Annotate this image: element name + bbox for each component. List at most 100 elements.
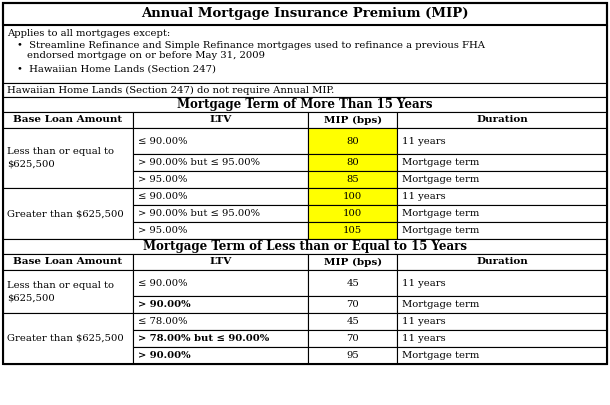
Bar xyxy=(397,188,607,205)
Text: 70: 70 xyxy=(346,300,359,309)
Bar xyxy=(3,3,607,364)
Text: Mortgage term: Mortgage term xyxy=(403,351,480,360)
Bar xyxy=(308,330,397,347)
Bar xyxy=(308,112,397,128)
Text: 70: 70 xyxy=(346,334,359,343)
Bar xyxy=(3,254,133,270)
Bar xyxy=(308,222,397,239)
Text: > 90.00%: > 90.00% xyxy=(138,300,190,309)
Bar xyxy=(308,270,397,296)
Bar xyxy=(308,171,397,188)
Bar xyxy=(133,171,308,188)
Bar xyxy=(308,154,397,171)
Bar xyxy=(397,347,607,364)
Text: Mortgage Term of Less than or Equal to 15 Years: Mortgage Term of Less than or Equal to 1… xyxy=(143,240,467,253)
Text: Duration: Duration xyxy=(476,258,528,266)
Text: 11 years: 11 years xyxy=(403,334,446,343)
Text: ≤ 90.00%: ≤ 90.00% xyxy=(138,279,187,288)
Bar xyxy=(397,154,607,171)
Bar xyxy=(397,112,607,128)
Bar xyxy=(397,270,607,296)
Bar xyxy=(133,205,308,222)
Bar xyxy=(3,112,133,128)
Text: 11 years: 11 years xyxy=(403,136,446,145)
Bar xyxy=(133,112,308,128)
Bar xyxy=(397,222,607,239)
Text: Mortgage term: Mortgage term xyxy=(403,300,480,309)
Text: Less than or equal to
$625,500: Less than or equal to $625,500 xyxy=(7,281,114,302)
Text: Greater than $625,500: Greater than $625,500 xyxy=(7,334,124,343)
Bar xyxy=(133,188,308,205)
Bar xyxy=(133,222,308,239)
Text: 45: 45 xyxy=(346,317,359,326)
Bar xyxy=(3,128,133,188)
Text: 80: 80 xyxy=(346,136,359,145)
Text: MIP (bps): MIP (bps) xyxy=(324,115,382,125)
Text: •  Streamline Refinance and Simple Refinance mortgages used to refinance a previ: • Streamline Refinance and Simple Refina… xyxy=(17,40,485,49)
Text: > 95.00%: > 95.00% xyxy=(138,175,187,184)
Text: ≤ 90.00%: ≤ 90.00% xyxy=(138,136,187,145)
Bar xyxy=(397,254,607,270)
Text: Duration: Duration xyxy=(476,115,528,124)
Bar xyxy=(308,254,397,270)
Text: Annual Mortgage Insurance Premium (MIP): Annual Mortgage Insurance Premium (MIP) xyxy=(142,8,468,21)
Bar xyxy=(397,330,607,347)
Bar xyxy=(3,25,607,83)
Bar xyxy=(397,128,607,154)
Bar xyxy=(3,239,607,254)
Bar xyxy=(133,270,308,296)
Bar xyxy=(308,188,397,205)
Bar xyxy=(308,347,397,364)
Text: LTV: LTV xyxy=(209,115,232,124)
Bar xyxy=(3,313,133,364)
Text: 105: 105 xyxy=(343,226,362,235)
Text: Hawaiian Home Lands (Section 247) do not require Annual MIP.: Hawaiian Home Lands (Section 247) do not… xyxy=(7,85,334,94)
Text: ≤ 78.00%: ≤ 78.00% xyxy=(138,317,187,326)
Text: > 95.00%: > 95.00% xyxy=(138,226,187,235)
Bar xyxy=(308,205,397,222)
Bar xyxy=(133,128,308,154)
Bar xyxy=(397,313,607,330)
Text: Mortgage Term of More Than 15 Years: Mortgage Term of More Than 15 Years xyxy=(178,98,432,111)
Text: 11 years: 11 years xyxy=(403,279,446,288)
Bar xyxy=(308,296,397,313)
Text: 11 years: 11 years xyxy=(403,192,446,201)
Text: > 78.00% but ≤ 90.00%: > 78.00% but ≤ 90.00% xyxy=(138,334,269,343)
Text: 100: 100 xyxy=(343,192,362,201)
Text: Less than or equal to
$625,500: Less than or equal to $625,500 xyxy=(7,147,114,169)
Text: Mortgage term: Mortgage term xyxy=(403,158,480,167)
Text: 85: 85 xyxy=(346,175,359,184)
Text: Mortgage term: Mortgage term xyxy=(403,226,480,235)
Text: Applies to all mortgages except:: Applies to all mortgages except: xyxy=(7,30,170,38)
Text: > 90.00% but ≤ 95.00%: > 90.00% but ≤ 95.00% xyxy=(138,158,260,167)
Bar xyxy=(3,83,607,97)
Text: 11 years: 11 years xyxy=(403,317,446,326)
Bar xyxy=(308,313,397,330)
Text: MIP (bps): MIP (bps) xyxy=(324,258,382,266)
Bar xyxy=(133,347,308,364)
Text: endorsed mortgage on or before May 31, 2009: endorsed mortgage on or before May 31, 2… xyxy=(27,51,265,60)
Bar xyxy=(3,188,133,239)
Text: > 90.00% but ≤ 95.00%: > 90.00% but ≤ 95.00% xyxy=(138,209,260,218)
Text: 95: 95 xyxy=(346,351,359,360)
Text: Mortgage term: Mortgage term xyxy=(403,175,480,184)
Bar xyxy=(3,3,607,25)
Bar xyxy=(397,205,607,222)
Bar xyxy=(3,270,133,313)
Text: LTV: LTV xyxy=(209,258,232,266)
Bar xyxy=(397,296,607,313)
Bar xyxy=(397,171,607,188)
Text: Greater than $625,500: Greater than $625,500 xyxy=(7,209,124,218)
Text: ≤ 90.00%: ≤ 90.00% xyxy=(138,192,187,201)
Text: Base Loan Amount: Base Loan Amount xyxy=(13,115,123,124)
Text: Base Loan Amount: Base Loan Amount xyxy=(13,258,123,266)
Text: •  Hawaiian Home Lands (Section 247): • Hawaiian Home Lands (Section 247) xyxy=(17,64,216,73)
Bar xyxy=(133,313,308,330)
Text: 45: 45 xyxy=(346,279,359,288)
Bar xyxy=(133,296,308,313)
Text: 80: 80 xyxy=(346,158,359,167)
Bar xyxy=(308,128,397,154)
Bar xyxy=(133,154,308,171)
Text: 100: 100 xyxy=(343,209,362,218)
Bar xyxy=(133,254,308,270)
